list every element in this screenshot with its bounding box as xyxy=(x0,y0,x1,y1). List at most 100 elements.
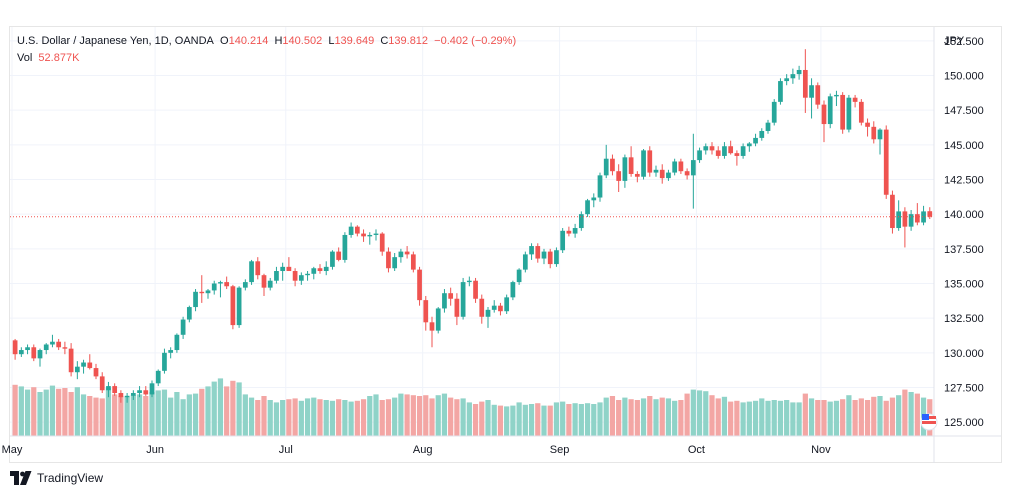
candle xyxy=(852,94,858,108)
candle xyxy=(516,268,522,285)
volume-bar xyxy=(416,396,423,436)
volume-bar xyxy=(404,394,410,436)
candle xyxy=(448,287,454,306)
candle xyxy=(759,128,765,141)
candle xyxy=(690,133,696,209)
volume-bar xyxy=(622,397,628,436)
candle-body xyxy=(522,254,528,270)
volume-bar xyxy=(771,400,777,436)
candle-body xyxy=(336,251,342,260)
candle xyxy=(317,264,323,274)
candle-body xyxy=(404,251,410,255)
us-flag-icon xyxy=(920,413,938,431)
volume-bar xyxy=(255,400,261,436)
volume-bar xyxy=(684,393,690,436)
candle xyxy=(56,338,62,351)
volume-bar xyxy=(236,382,242,436)
candle-body xyxy=(628,157,634,174)
candle-body xyxy=(354,226,360,234)
y-tick-label: 125.000 xyxy=(944,417,984,429)
candle xyxy=(379,232,385,256)
volume-bar xyxy=(186,394,192,436)
volume-bar xyxy=(435,395,441,436)
volume-bar xyxy=(728,401,734,436)
candle-body xyxy=(112,386,118,394)
open-label: O xyxy=(220,35,229,47)
volume-bar xyxy=(379,400,385,436)
candle-body xyxy=(560,230,566,251)
x-tick-label: May xyxy=(2,444,23,456)
volume-bar xyxy=(68,392,74,436)
y-tick-label: 140.000 xyxy=(944,209,984,221)
candle-body xyxy=(491,305,497,310)
y-tick-label: 142.500 xyxy=(944,175,984,187)
volume-bar xyxy=(329,400,336,436)
candle xyxy=(877,128,883,155)
volume-bar xyxy=(883,400,889,436)
volume-bar xyxy=(472,404,479,436)
volume-bar xyxy=(485,400,491,436)
candle xyxy=(809,78,814,119)
volume-bar xyxy=(560,401,566,436)
volume-bar xyxy=(746,401,752,436)
volume-bar xyxy=(429,398,435,436)
candle xyxy=(50,334,55,348)
candle-body xyxy=(684,171,690,176)
candle xyxy=(162,348,167,374)
candle-body xyxy=(323,266,329,272)
candle xyxy=(417,266,422,306)
volume-bar xyxy=(149,392,155,436)
candle-body xyxy=(274,271,279,281)
volume-bar xyxy=(168,397,174,436)
candle-body xyxy=(647,150,653,173)
candle xyxy=(740,143,746,159)
candle xyxy=(815,82,821,109)
candle xyxy=(224,276,230,290)
volume-bar xyxy=(790,402,796,436)
candle xyxy=(498,302,503,316)
candle xyxy=(547,248,553,269)
candle xyxy=(479,294,485,324)
candle-body xyxy=(746,143,752,147)
candle xyxy=(93,363,99,380)
candle-body xyxy=(690,160,696,176)
open-value: 140.214 xyxy=(228,35,269,47)
volume-bar xyxy=(62,388,68,436)
volume-bar xyxy=(348,401,354,436)
candle xyxy=(622,154,628,188)
volume-bar xyxy=(292,398,298,436)
volume-bar xyxy=(441,393,448,436)
volume-bar xyxy=(609,396,616,436)
volume-bar xyxy=(317,399,323,436)
volume-bar xyxy=(784,400,790,436)
volume-bar xyxy=(852,400,858,436)
volume-bar xyxy=(373,394,379,436)
volume-bar xyxy=(124,396,130,436)
volume-bar xyxy=(174,392,180,436)
volume-bar xyxy=(665,398,672,436)
volume-bar xyxy=(360,399,367,436)
volume-bar xyxy=(342,400,348,436)
candle xyxy=(890,190,895,234)
candle xyxy=(827,93,833,129)
candle-body xyxy=(25,347,30,351)
candle xyxy=(902,207,908,248)
candle-body xyxy=(410,254,416,270)
tradingview-logo[interactable]: TradingView xyxy=(10,471,103,485)
volume-bar xyxy=(914,393,920,436)
candle xyxy=(510,280,516,301)
candle-body xyxy=(460,282,466,317)
candle xyxy=(286,257,292,272)
candle-body xyxy=(186,307,192,320)
y-tick-label: 145.000 xyxy=(944,140,984,152)
y-tick-label: 137.500 xyxy=(944,244,984,256)
volume-bar xyxy=(466,402,472,436)
candle-body xyxy=(846,97,852,130)
candle xyxy=(865,118,870,137)
volume-bar xyxy=(528,404,535,436)
x-tick-label: Sep xyxy=(550,444,570,456)
candle-body xyxy=(180,319,186,335)
candle xyxy=(186,305,192,323)
